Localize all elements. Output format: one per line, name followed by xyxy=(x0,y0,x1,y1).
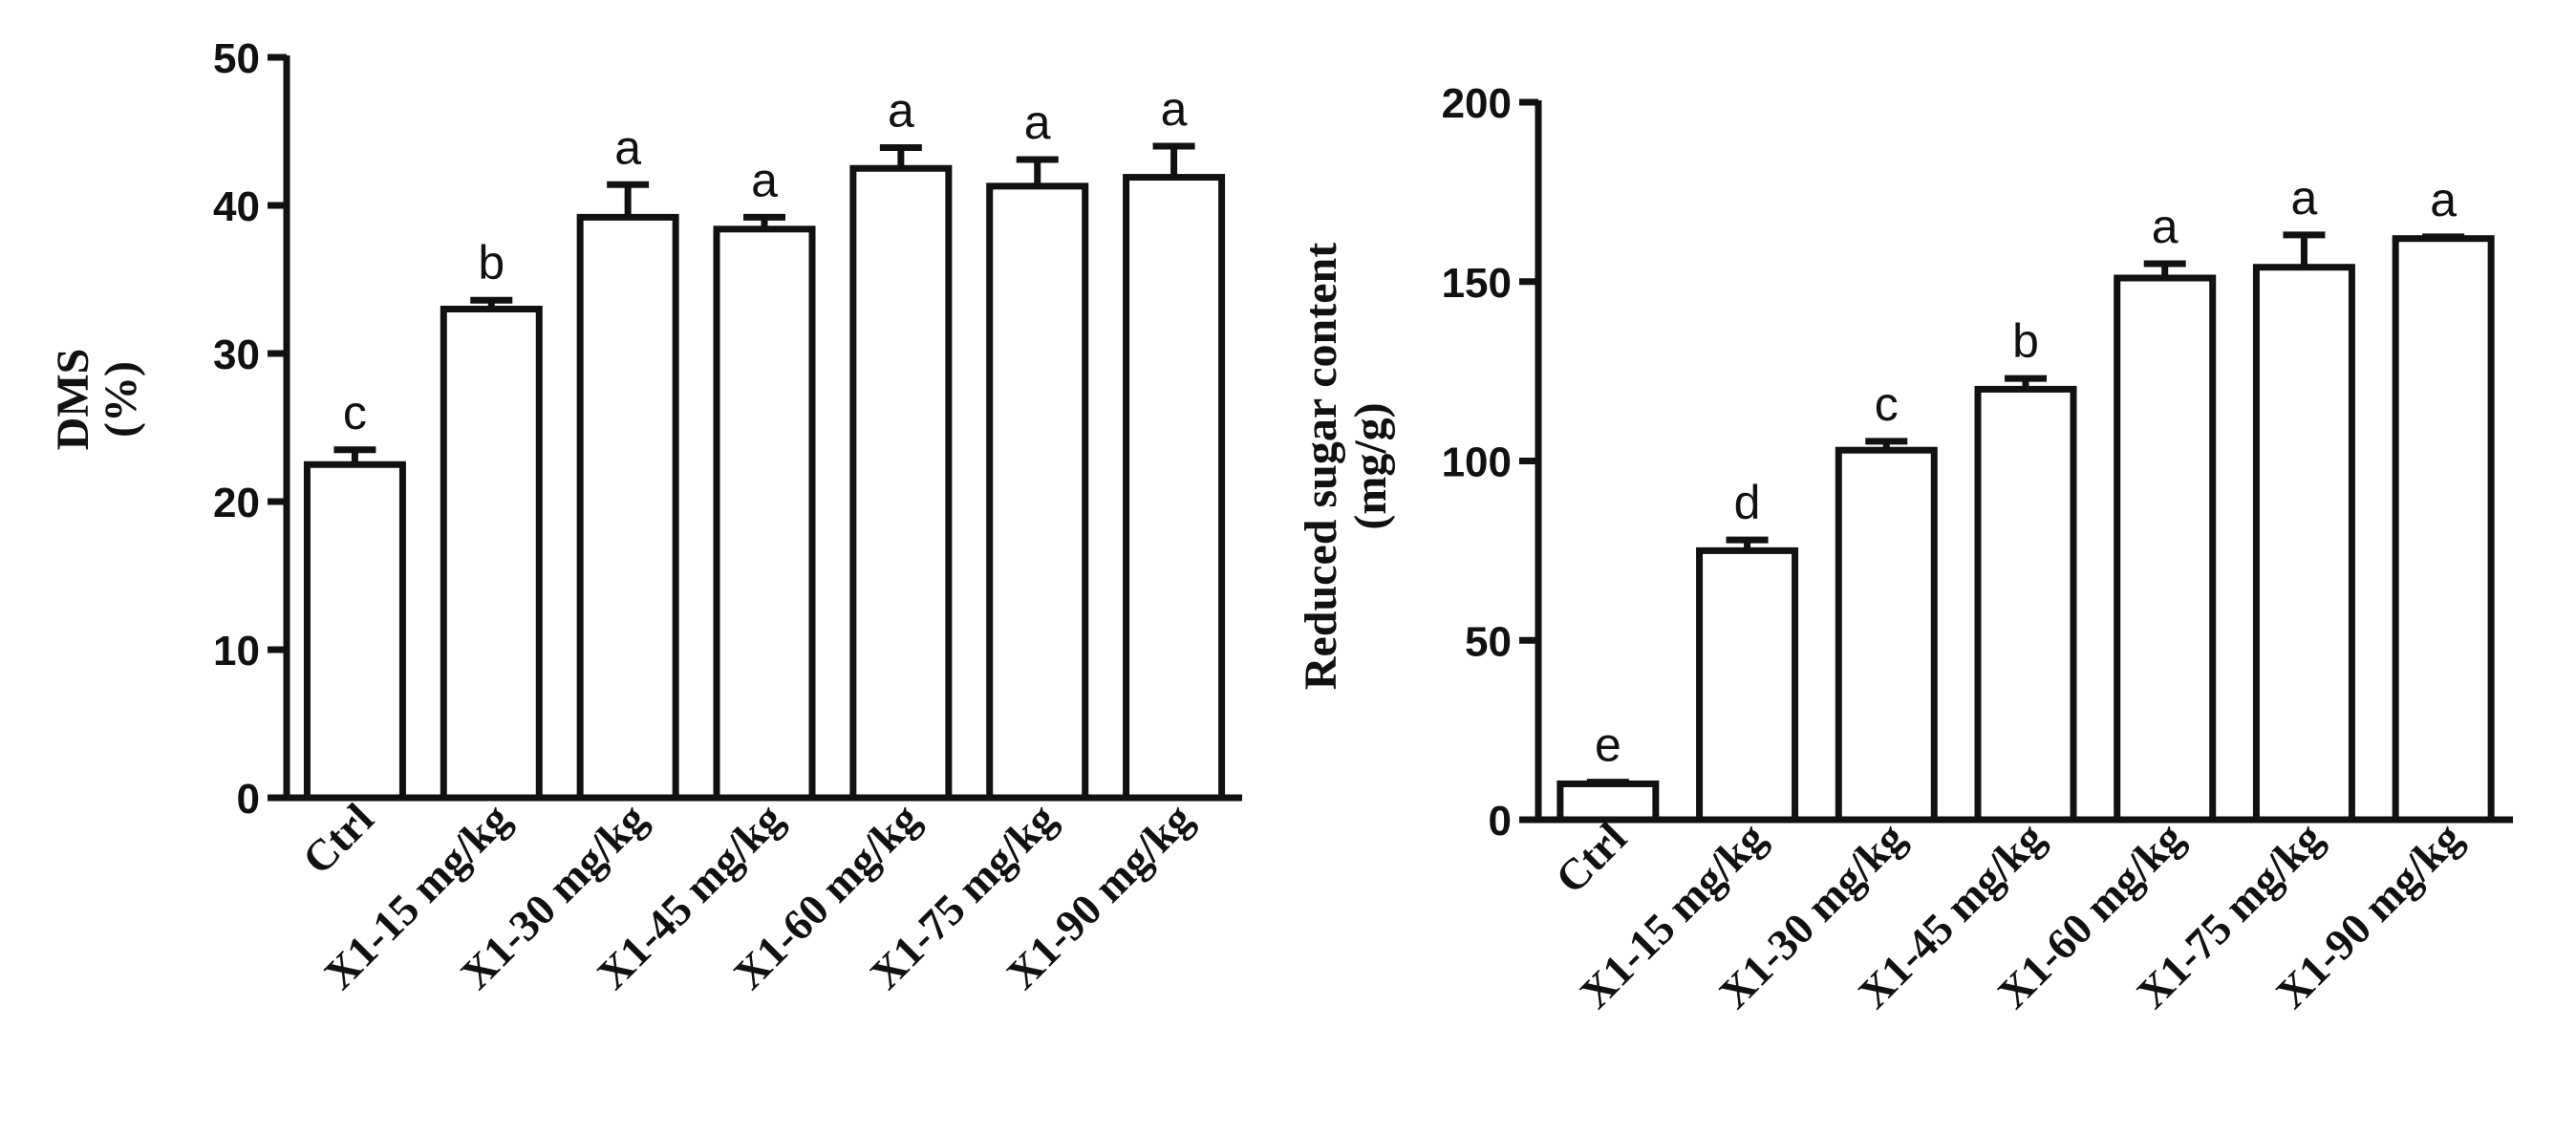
significance-label: b xyxy=(478,236,504,289)
bar xyxy=(303,460,406,802)
y-tick-label: 10 xyxy=(213,628,260,675)
significance-label: a xyxy=(1024,96,1051,149)
bar xyxy=(1696,546,1799,824)
bar xyxy=(2252,264,2355,824)
y-tick-label: 30 xyxy=(213,332,260,378)
significance-label: a xyxy=(2291,171,2318,225)
significance-label: a xyxy=(888,84,914,138)
significance-label: c xyxy=(343,386,367,439)
y-axis-label-line-2: (mg/g) xyxy=(1345,402,1396,529)
bar xyxy=(576,213,679,802)
significance-label: a xyxy=(614,120,641,174)
bar xyxy=(1835,446,1938,824)
bar xyxy=(440,306,543,802)
significance-label: a xyxy=(2430,173,2457,226)
bar xyxy=(1556,780,1660,824)
significance-label: d xyxy=(1734,476,1761,529)
bar xyxy=(2392,235,2495,824)
bar xyxy=(2114,274,2217,824)
significance-label: a xyxy=(1161,82,1188,136)
y-axis-label-line-1: Reduced sugar content xyxy=(1296,243,1346,690)
significance-label: b xyxy=(2012,314,2039,368)
bar xyxy=(713,225,816,802)
y-tick-label: 50 xyxy=(213,35,260,82)
bar xyxy=(849,164,953,802)
significance-label: c xyxy=(1875,377,1899,431)
y-tick-label: 40 xyxy=(213,183,260,230)
significance-label: a xyxy=(2152,200,2179,253)
chart-reduced-sugar: Reduced sugar content (mg/g) 0 50 100 150 20… xyxy=(1296,80,2513,1017)
x-tick-label: Ctrl xyxy=(293,794,383,884)
significance-label: a xyxy=(751,153,778,206)
x-tick-label: Ctrl xyxy=(1546,813,1636,903)
y-axis-label-line-1: DMS xyxy=(48,349,98,451)
y-tick-label: 150 xyxy=(1442,260,1512,307)
significance-label: e xyxy=(1595,718,1621,772)
y-tick-label: 0 xyxy=(237,776,260,823)
y-tick-label: 20 xyxy=(213,480,260,526)
y-tick-label: 0 xyxy=(1489,798,1512,845)
bar xyxy=(986,182,1089,802)
bar xyxy=(1974,385,2077,824)
y-tick-label: 200 xyxy=(1442,80,1512,127)
bar xyxy=(1123,174,1226,802)
y-tick-label: 100 xyxy=(1442,439,1512,486)
y-axis-label-line-2: (%) xyxy=(96,361,146,438)
y-tick-label: 50 xyxy=(1465,618,1512,665)
